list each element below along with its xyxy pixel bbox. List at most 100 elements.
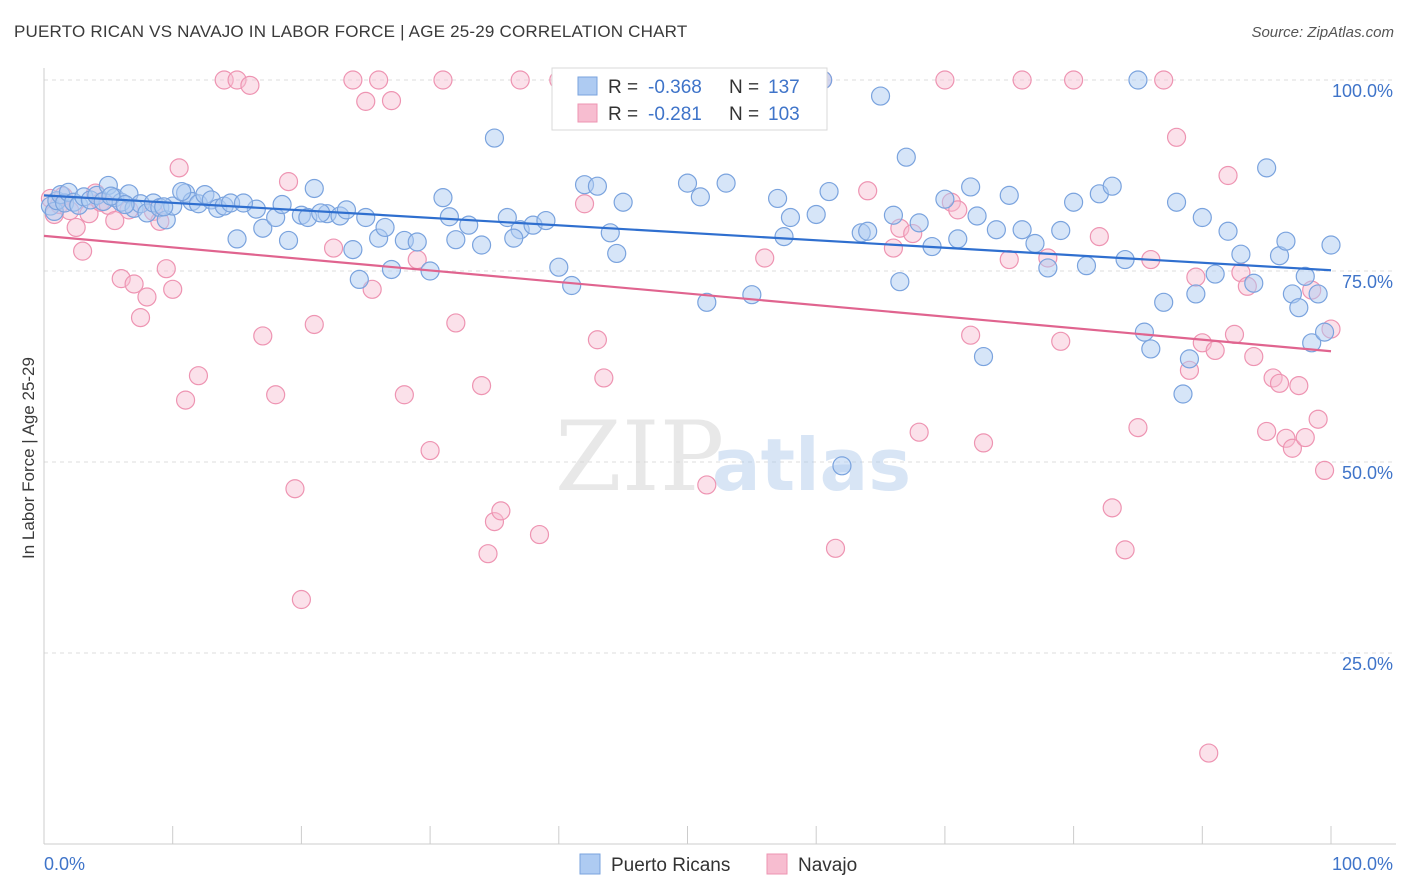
puerto-rican-point — [1192, 207, 1212, 228]
navajo-point — [510, 70, 530, 90]
puerto-rican-point — [1231, 244, 1251, 264]
navajo-point — [1051, 331, 1071, 351]
bottom-legend-label-puerto-ricans: Puerto Ricans — [611, 855, 730, 876]
axes — [43, 68, 1396, 845]
navajo-point — [529, 524, 550, 545]
legend-n-label-1: N = — [729, 77, 759, 98]
legend-n-value-2: 103 — [768, 104, 800, 125]
navajo-point — [169, 158, 189, 178]
navajo-point — [1012, 70, 1032, 90]
y-tick-label-50: 50.0% — [1342, 463, 1393, 483]
puerto-rican-point — [986, 220, 1006, 240]
puerto-rican-point — [1186, 284, 1206, 304]
navajo-point — [1263, 368, 1283, 388]
navajo-point — [394, 385, 414, 405]
puerto-rican-point — [742, 285, 762, 305]
navajo-point — [1289, 376, 1309, 396]
navajo-point — [1244, 346, 1264, 367]
watermark-atlas: atlas — [712, 423, 911, 507]
puerto-rican-point — [304, 178, 324, 199]
navajo-point — [1063, 70, 1084, 90]
navajo-point — [1205, 340, 1225, 361]
puerto-rican-point — [433, 188, 453, 208]
y-tick-label-25: 25.0% — [1342, 654, 1393, 674]
puerto-rican-point — [1257, 158, 1277, 178]
chart-title: PUERTO RICAN VS NAVAJO IN LABOR FORCE | … — [14, 22, 688, 41]
navajo-point — [587, 330, 608, 350]
navajo-point — [1257, 421, 1277, 442]
legend-box: R = -0.368 N = 137 R = -0.281 N = 103 — [551, 67, 828, 131]
navajo-point — [1295, 427, 1315, 448]
puerto-rican-point — [1128, 70, 1148, 90]
y-tick-label-100: 100.0% — [1332, 81, 1393, 101]
navajo-point — [356, 91, 376, 111]
puerto-rican-point — [716, 173, 736, 193]
navajo-point — [304, 314, 324, 335]
puerto-rican-point — [446, 230, 466, 250]
puerto-rican-point — [819, 181, 839, 202]
navajo-point — [484, 511, 505, 532]
bottom-legend-swatch-pink — [766, 853, 788, 875]
puerto-rican-point — [1134, 322, 1154, 342]
navajo-trend-line — [43, 234, 1332, 353]
x-tick-labels: 0.0% 100.0% — [44, 854, 1393, 874]
puerto-rican-point — [272, 194, 292, 215]
navajo-point — [858, 181, 878, 201]
navajo-point — [1115, 540, 1135, 560]
puerto-rican-point — [780, 207, 801, 228]
puerto-rican-point — [973, 346, 994, 367]
bottom-legend-swatch-blue — [579, 853, 601, 875]
navajo-point — [433, 70, 453, 90]
puerto-rican-point — [407, 232, 427, 252]
puerto-rican-point — [504, 228, 524, 248]
puerto-rican-point — [1218, 221, 1238, 241]
navajo-point — [1282, 438, 1302, 458]
x-tick-marks — [43, 826, 1332, 844]
puerto-rican-point — [115, 194, 135, 215]
puerto-rican-point — [172, 181, 192, 202]
navajo-point — [697, 475, 717, 495]
puerto-rican-point — [536, 210, 556, 231]
navajo-point — [362, 279, 382, 299]
puerto-rican-point — [101, 186, 121, 206]
navajo-point — [156, 259, 176, 279]
y-tick-labels: 25.0% 50.0% 75.0% 100.0% — [1332, 81, 1393, 674]
puerto-rican-point — [896, 147, 916, 167]
x-tick-label-100: 100.0% — [1332, 854, 1393, 874]
navajo-point — [478, 544, 498, 564]
legend-r-label-1: R = — [608, 77, 638, 98]
puerto-rican-point — [1314, 322, 1335, 342]
puerto-rican-point — [439, 207, 460, 227]
puerto-rican-point — [278, 230, 299, 251]
puerto-rican-point — [349, 269, 369, 290]
navajo-point — [323, 238, 344, 258]
navajo-point — [1102, 498, 1122, 518]
puerto-rican-point — [1063, 192, 1084, 212]
puerto-rican-point — [549, 257, 569, 277]
puerto-rican-point — [1308, 284, 1328, 304]
puerto-rican-point — [935, 189, 955, 209]
puerto-rican-point — [1276, 231, 1296, 251]
puerto-rican-point — [948, 229, 968, 249]
navajo-point — [137, 287, 157, 307]
navajo-point — [973, 433, 994, 453]
source-label: Source: ZipAtlas.com — [1251, 24, 1394, 41]
watermark: ZIP atlas — [555, 401, 911, 513]
puerto-rican-point — [806, 204, 826, 225]
navajo-point — [1308, 409, 1328, 429]
x-tick-label-0: 0.0% — [44, 854, 85, 874]
navajo-point — [446, 313, 466, 333]
navajo-point — [278, 172, 299, 192]
navajo-point — [266, 385, 286, 405]
navajo-point — [240, 75, 260, 95]
legend-r-value-1: -0.368 — [648, 77, 702, 98]
puerto-rican-point — [381, 259, 402, 280]
navajo-point — [594, 368, 614, 388]
navajo-point — [1199, 743, 1219, 763]
navajo-point — [883, 238, 904, 258]
puerto-rican-point — [356, 207, 376, 228]
puerto-rican-point — [909, 213, 929, 233]
puerto-rican-point — [832, 456, 852, 476]
puerto-rican-point — [1179, 349, 1200, 369]
